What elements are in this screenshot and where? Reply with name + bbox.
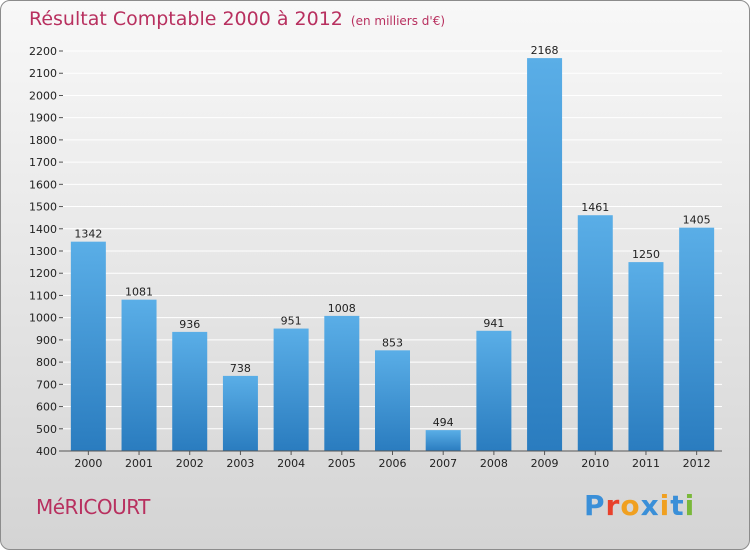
logo-letter: t — [670, 489, 685, 522]
x-tick-label: 2005 — [328, 457, 356, 470]
x-tick-label: 2001 — [125, 457, 153, 470]
bar-value-label: 1405 — [683, 214, 711, 227]
bar-value-label: 1461 — [581, 201, 609, 214]
y-tick-label: 700 — [36, 378, 57, 391]
bar-value-label: 1250 — [632, 248, 660, 261]
y-tick-label: 1300 — [29, 245, 57, 258]
bar-value-label: 1342 — [74, 228, 102, 241]
x-tick-label: 2006 — [379, 457, 407, 470]
bar-2004 — [273, 328, 309, 451]
y-tick-label: 800 — [36, 356, 57, 369]
chart-title-block: Résultat Comptable 2000 à 2012 (en millie… — [29, 8, 445, 30]
logo-letter: i — [684, 489, 696, 522]
y-tick-label: 2200 — [29, 45, 57, 58]
bar-value-label: 1008 — [328, 302, 356, 315]
y-tick-label: 2100 — [29, 67, 57, 80]
y-tick-label: 600 — [36, 401, 57, 414]
logo-letter: o — [620, 489, 641, 522]
logo-letter: i — [659, 489, 671, 522]
y-tick-label: 1800 — [29, 134, 57, 147]
bar-2008 — [476, 330, 512, 451]
y-tick-label: 2000 — [29, 89, 57, 102]
bar-2000 — [70, 241, 106, 451]
y-tick-label: 500 — [36, 423, 57, 436]
y-tick-label: 1500 — [29, 201, 57, 214]
bar-value-label: 936 — [179, 318, 200, 331]
bar-value-label: 853 — [382, 336, 403, 349]
x-tick-label: 2012 — [683, 457, 711, 470]
bar-2012 — [679, 227, 715, 451]
x-tick-label: 2008 — [480, 457, 508, 470]
bar-value-label: 941 — [483, 317, 504, 330]
x-tick-label: 2003 — [226, 457, 254, 470]
y-tick-label: 1400 — [29, 223, 57, 236]
x-axis-ticks: 2000 2001 2002 2003 2004 2005 2006 2007 2008 2009… — [74, 451, 711, 470]
chart-unit: (en milliers d'€) — [350, 14, 446, 28]
bar-2011 — [628, 262, 664, 451]
bar-value-label: 2168 — [531, 44, 559, 57]
chart-title: Résultat Comptable 2000 à 2012 — [29, 8, 343, 30]
y-tick-label: 1600 — [29, 178, 57, 191]
y-tick-label: 1700 — [29, 156, 57, 169]
bar-2009 — [527, 58, 563, 451]
y-tick-label: 1900 — [29, 112, 57, 125]
logo-letter: x — [640, 489, 660, 522]
bar-2005 — [324, 315, 360, 451]
y-tick-label: 400 — [36, 445, 57, 458]
x-tick-label: 2009 — [531, 457, 559, 470]
x-tick-label: 2011 — [632, 457, 660, 470]
bar-value-label: 1081 — [125, 286, 153, 299]
y-tick-label: 900 — [36, 334, 57, 347]
bar-2010 — [577, 215, 613, 451]
x-tick-label: 2010 — [581, 457, 609, 470]
y-tick-label: 1100 — [29, 289, 57, 302]
bar-value-label: 494 — [433, 416, 454, 429]
bar-value-label: 951 — [281, 315, 302, 328]
bar-2003 — [222, 375, 258, 451]
bar-2006 — [375, 350, 410, 451]
y-tick-label: 1200 — [29, 267, 57, 280]
x-tick-label: 2004 — [277, 457, 305, 470]
y-tick-label: 1000 — [29, 312, 57, 325]
bar-2002 — [172, 331, 208, 451]
x-tick-label: 2007 — [429, 457, 457, 470]
bar-2007 — [425, 430, 461, 451]
logo-letter: r — [605, 489, 621, 522]
x-tick-label: 2000 — [74, 457, 102, 470]
bar-value-label: 738 — [230, 362, 251, 375]
logo-letter: P — [584, 489, 606, 522]
y-axis-ticks: 400 500 600 700 800 900 1000 1100 1200 1300 1400 15… — [29, 45, 63, 458]
proxiti-logo: Proxiti — [584, 489, 695, 522]
bar-2001 — [121, 299, 157, 451]
x-tick-label: 2002 — [176, 457, 204, 470]
place-name: MéRICOURT — [36, 495, 150, 519]
bars: 1342 1081 936 738 951 1008 853 494 941 2168 1461 12… — [70, 44, 715, 451]
